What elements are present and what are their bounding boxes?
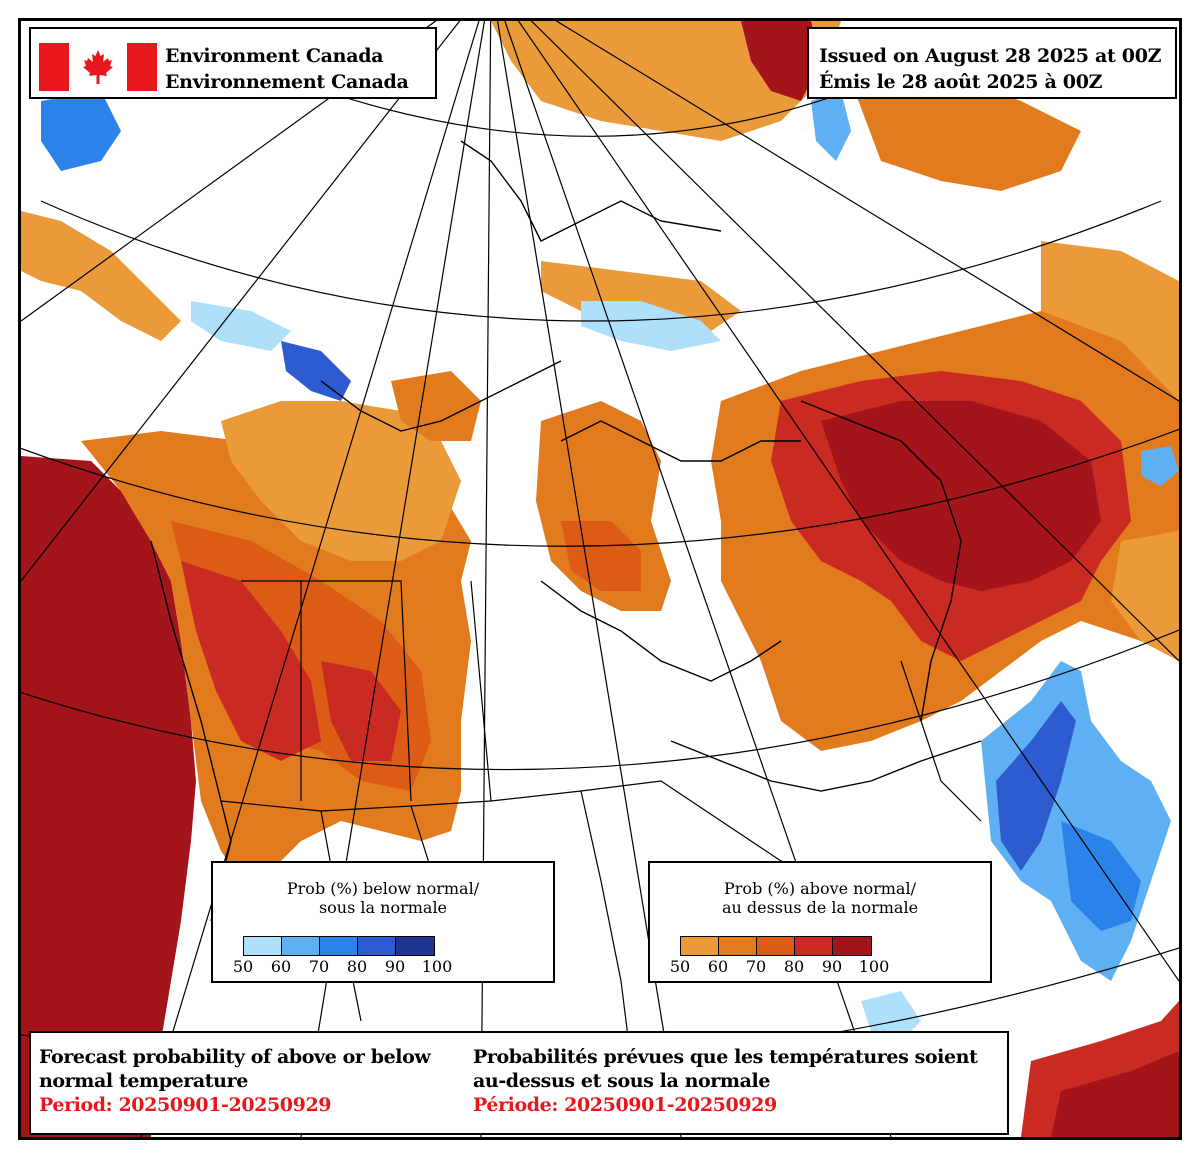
- meridian-line: [140, 21, 480, 1137]
- caption-french-line2: au-dessus et sous la normale: [473, 1070, 771, 1092]
- caption-english-line1: Forecast probability of above or below: [39, 1046, 431, 1068]
- coastline: [800, 400, 962, 722]
- border-line: [490, 780, 662, 802]
- canada-flag-icon: [39, 43, 157, 91]
- atlantic-cool-core: [996, 701, 1076, 871]
- beaufort-cool-area: [281, 341, 351, 401]
- eastern-canada-hot: [821, 401, 1101, 591]
- border-line: [220, 800, 492, 812]
- meridian-line: [530, 21, 1179, 662]
- border-line: [900, 660, 982, 822]
- legend-tick: 90: [821, 957, 843, 976]
- legend-swatch: [681, 937, 719, 955]
- legend-tick: 70: [745, 957, 767, 976]
- western-canada-hot: [181, 561, 321, 761]
- east-cool-patch: [1141, 446, 1179, 486]
- agency-header: Environment Canada Environnement Canada: [29, 27, 437, 99]
- meridian-line: [517, 21, 1179, 982]
- arctic-north-core: [741, 21, 821, 101]
- meridian-line: [555, 21, 1179, 402]
- forecast-caption: Forecast probability of above or below n…: [29, 1031, 1009, 1135]
- legend-swatch: [358, 937, 396, 955]
- agency-name-english: Environment Canada: [165, 45, 384, 67]
- legend-swatch: [320, 937, 358, 955]
- greenland-area: [851, 71, 1081, 191]
- legend-swatch: [719, 937, 757, 955]
- legend-tick: 60: [707, 957, 729, 976]
- parallel-line: [40, 200, 1162, 322]
- alaska-cool-area: [41, 91, 121, 171]
- coastline: [460, 140, 722, 242]
- legend-below-normal: Prob (%) below normal/ sous la normale 5…: [211, 861, 555, 983]
- legend-swatch: [795, 937, 833, 955]
- western-canada-hot-2: [321, 661, 401, 761]
- arctic-cool-area: [581, 301, 721, 351]
- legend-tick: 60: [270, 957, 292, 976]
- legend-above-normal: Prob (%) above normal/ au dessus de la n…: [648, 861, 992, 983]
- period-french: Période: 20250901-20250929: [473, 1094, 777, 1116]
- border-line: [301, 580, 412, 802]
- legend-ticks: 50 60 70 80 90 100: [668, 957, 928, 979]
- legend-tick: 90: [384, 957, 406, 976]
- greenland-cool-area: [811, 91, 851, 161]
- legend-swatch: [282, 937, 320, 955]
- period-english: Period: 20250901-20250929: [39, 1094, 332, 1116]
- agency-name-french: Environnement Canada: [165, 71, 409, 93]
- legend-color-scale: [680, 936, 872, 956]
- arctic-islands-area: [541, 261, 741, 331]
- legend-title-line: sous la normale: [318, 898, 448, 917]
- issue-date-box: Issued on August 28 2025 at 00Z Émis le …: [807, 27, 1177, 99]
- pacific-coast-area: [21, 456, 196, 1137]
- border-line: [580, 790, 632, 1062]
- parallel-line: [21, 428, 1179, 547]
- yukon-area: [21, 211, 181, 341]
- nwt-area-2: [391, 371, 481, 441]
- legend-tick: 100: [421, 957, 453, 976]
- beaufort-cool-halo: [191, 301, 291, 351]
- legend-swatch: [757, 937, 795, 955]
- issue-date-french: Émis le 28 août 2025 à 00Z: [819, 71, 1103, 93]
- south-cool-patch: [861, 991, 921, 1041]
- legend-tick: 80: [346, 957, 368, 976]
- maple-leaf-icon: [83, 50, 113, 84]
- legend-title-line: Prob (%) below normal/: [286, 879, 480, 898]
- legend-tick: 70: [308, 957, 330, 976]
- probability-map-canvas: [21, 21, 1179, 1137]
- legend-tick: 50: [669, 957, 691, 976]
- atlantic-cool-core-2: [1061, 821, 1141, 931]
- legend-swatch: [244, 937, 282, 955]
- parallel-line: [21, 629, 1179, 771]
- above-normal-areas: [21, 21, 1179, 1137]
- coastline: [670, 740, 982, 792]
- legend-tick: 80: [783, 957, 805, 976]
- coastline: [320, 360, 562, 432]
- legend-tick: 100: [858, 957, 890, 976]
- nwt-area: [221, 401, 461, 561]
- atlantic-southeast-core: [1051, 1051, 1179, 1137]
- legend-swatch: [833, 937, 871, 955]
- issue-date-english: Issued on August 28 2025 at 00Z: [819, 45, 1162, 67]
- caption-french-line1: Probabilités prévues que les température…: [473, 1046, 978, 1068]
- caption-english-line2: normal temperature: [39, 1070, 248, 1092]
- legend-color-scale: [243, 936, 435, 956]
- legend-title-line: Prob (%) above normal/: [724, 879, 916, 898]
- legend-title-line: au dessus de la normale: [721, 898, 919, 917]
- coastline: [560, 420, 801, 462]
- forecast-map: Environment Canada Environnement Canada …: [18, 18, 1182, 1140]
- coastline: [540, 580, 782, 682]
- border-line: [470, 580, 492, 802]
- legend-ticks: 50 60 70 80 90 100: [231, 957, 491, 979]
- legend-tick: 50: [232, 957, 254, 976]
- central-hudson-core: [561, 521, 641, 591]
- labrador-orange: [1111, 531, 1179, 661]
- legend-swatch: [396, 937, 434, 955]
